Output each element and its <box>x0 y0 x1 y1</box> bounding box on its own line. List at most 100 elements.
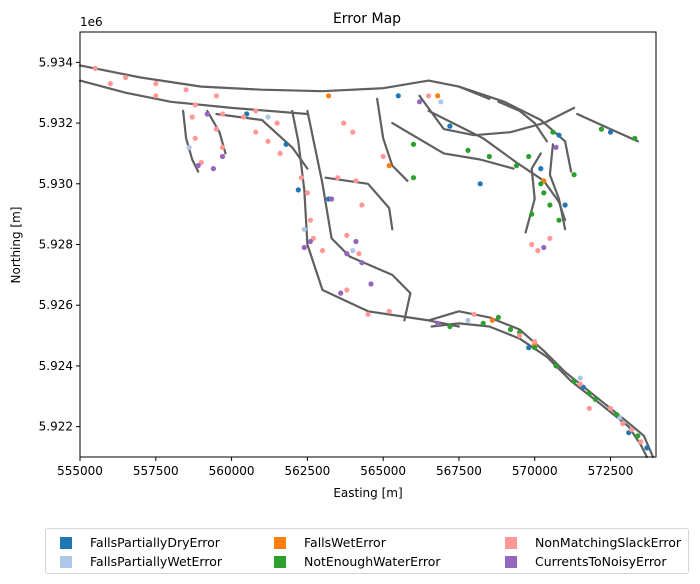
series-4 <box>92 65 644 445</box>
legend-swatch-not-enough-water <box>274 555 286 568</box>
legend-label-not-enough-water: NotEnoughWaterError <box>304 554 441 569</box>
data-point <box>526 345 532 351</box>
data-point <box>577 381 583 387</box>
data-point <box>435 320 441 326</box>
data-point <box>435 93 441 99</box>
data-point <box>219 144 226 150</box>
legend-swatch-falls-partially-wet <box>60 555 72 568</box>
legend-item-falls-wet: FallsWetError <box>274 535 386 550</box>
data-point <box>416 99 423 105</box>
data-point <box>426 93 432 99</box>
legend-item-non-matching-slack: NonMatchingSlackError <box>505 535 681 550</box>
data-point <box>380 153 386 160</box>
data-point <box>153 93 159 99</box>
data-point <box>195 163 201 169</box>
data-point <box>541 190 547 196</box>
data-point <box>153 81 159 87</box>
data-point <box>477 181 483 187</box>
data-point <box>395 93 401 99</box>
data-point <box>283 141 289 147</box>
data-point <box>571 172 577 178</box>
series-0 <box>244 93 650 451</box>
data-point <box>295 187 301 193</box>
data-point <box>535 248 541 254</box>
x-tick-label: 572500 <box>588 464 634 478</box>
data-point <box>571 378 577 384</box>
data-point <box>620 421 626 427</box>
data-point <box>301 244 307 251</box>
data-point <box>538 181 544 187</box>
data-point <box>307 217 313 223</box>
data-point <box>507 326 514 333</box>
data-point <box>301 226 307 232</box>
data-point <box>213 93 219 99</box>
legend-label-falls-wet: FallsWetError <box>304 535 386 550</box>
data-point <box>471 311 477 317</box>
data-point <box>526 153 532 160</box>
waterway-line-8 <box>348 255 412 322</box>
data-point <box>386 308 392 314</box>
data-point <box>326 93 332 99</box>
data-point <box>107 81 113 87</box>
y-tick-label: 5.926 <box>39 298 73 312</box>
y-axis: 5.922 5.924 5.926 5.928 5.930 5.932 5.934 <box>39 55 80 434</box>
data-point <box>607 405 614 411</box>
series-5 <box>195 99 559 326</box>
waterway-line-19 <box>430 322 648 459</box>
data-point <box>219 111 226 117</box>
data-point <box>410 175 417 181</box>
data-point <box>265 114 271 120</box>
data-point <box>586 405 592 411</box>
data-point <box>92 65 98 71</box>
data-point <box>489 317 495 323</box>
data-point <box>338 290 344 296</box>
data-point <box>513 163 520 169</box>
data-point <box>122 74 129 81</box>
waterway-line-5 <box>291 109 309 246</box>
data-point <box>265 138 271 144</box>
data-point <box>253 108 259 114</box>
x-tick-label: 557500 <box>133 464 179 478</box>
data-point <box>614 411 620 418</box>
legend-label-currents-to-noisy: CurrentsToNoisyError <box>535 554 667 569</box>
data-point <box>335 175 341 181</box>
x-tick-label: 567500 <box>436 464 482 478</box>
legend-swatch-falls-partially-dry <box>60 536 72 549</box>
data-point <box>517 333 523 339</box>
waterway-line-10 <box>376 97 409 182</box>
waterway-line-13 <box>457 85 573 173</box>
x-tick-label: 555000 <box>57 464 103 478</box>
data-point <box>204 111 210 117</box>
data-point <box>447 323 453 330</box>
y-axis-label: Northing [m] <box>9 207 23 284</box>
data-point <box>562 202 568 208</box>
data-point <box>341 120 347 126</box>
legend-swatch-non-matching-slack <box>505 536 517 549</box>
data-point <box>298 175 304 181</box>
data-point <box>465 317 471 323</box>
data-point <box>532 339 538 345</box>
data-point <box>638 439 644 445</box>
data-point <box>635 433 641 439</box>
y-tick-label: 5.928 <box>39 238 73 252</box>
data-point <box>319 248 326 254</box>
waterway-line-6 <box>306 109 351 258</box>
data-point <box>410 141 417 147</box>
legend-swatch-falls-wet <box>274 536 286 549</box>
data-point <box>274 120 280 126</box>
data-point <box>350 248 356 254</box>
data-point <box>359 260 365 266</box>
waterway-line-11 <box>418 94 576 137</box>
legend-label-falls-partially-wet: FallsPartiallyWetError <box>90 554 223 569</box>
data-point <box>350 129 356 135</box>
data-point <box>183 87 189 93</box>
y-tick-label: 5.934 <box>39 55 73 69</box>
data-point <box>219 153 226 160</box>
data-point <box>386 163 392 169</box>
series-3 <box>410 126 641 439</box>
x-tick-label: 562500 <box>284 464 330 478</box>
data-point <box>329 196 335 202</box>
series-1 <box>186 99 623 421</box>
data-point <box>532 345 538 351</box>
